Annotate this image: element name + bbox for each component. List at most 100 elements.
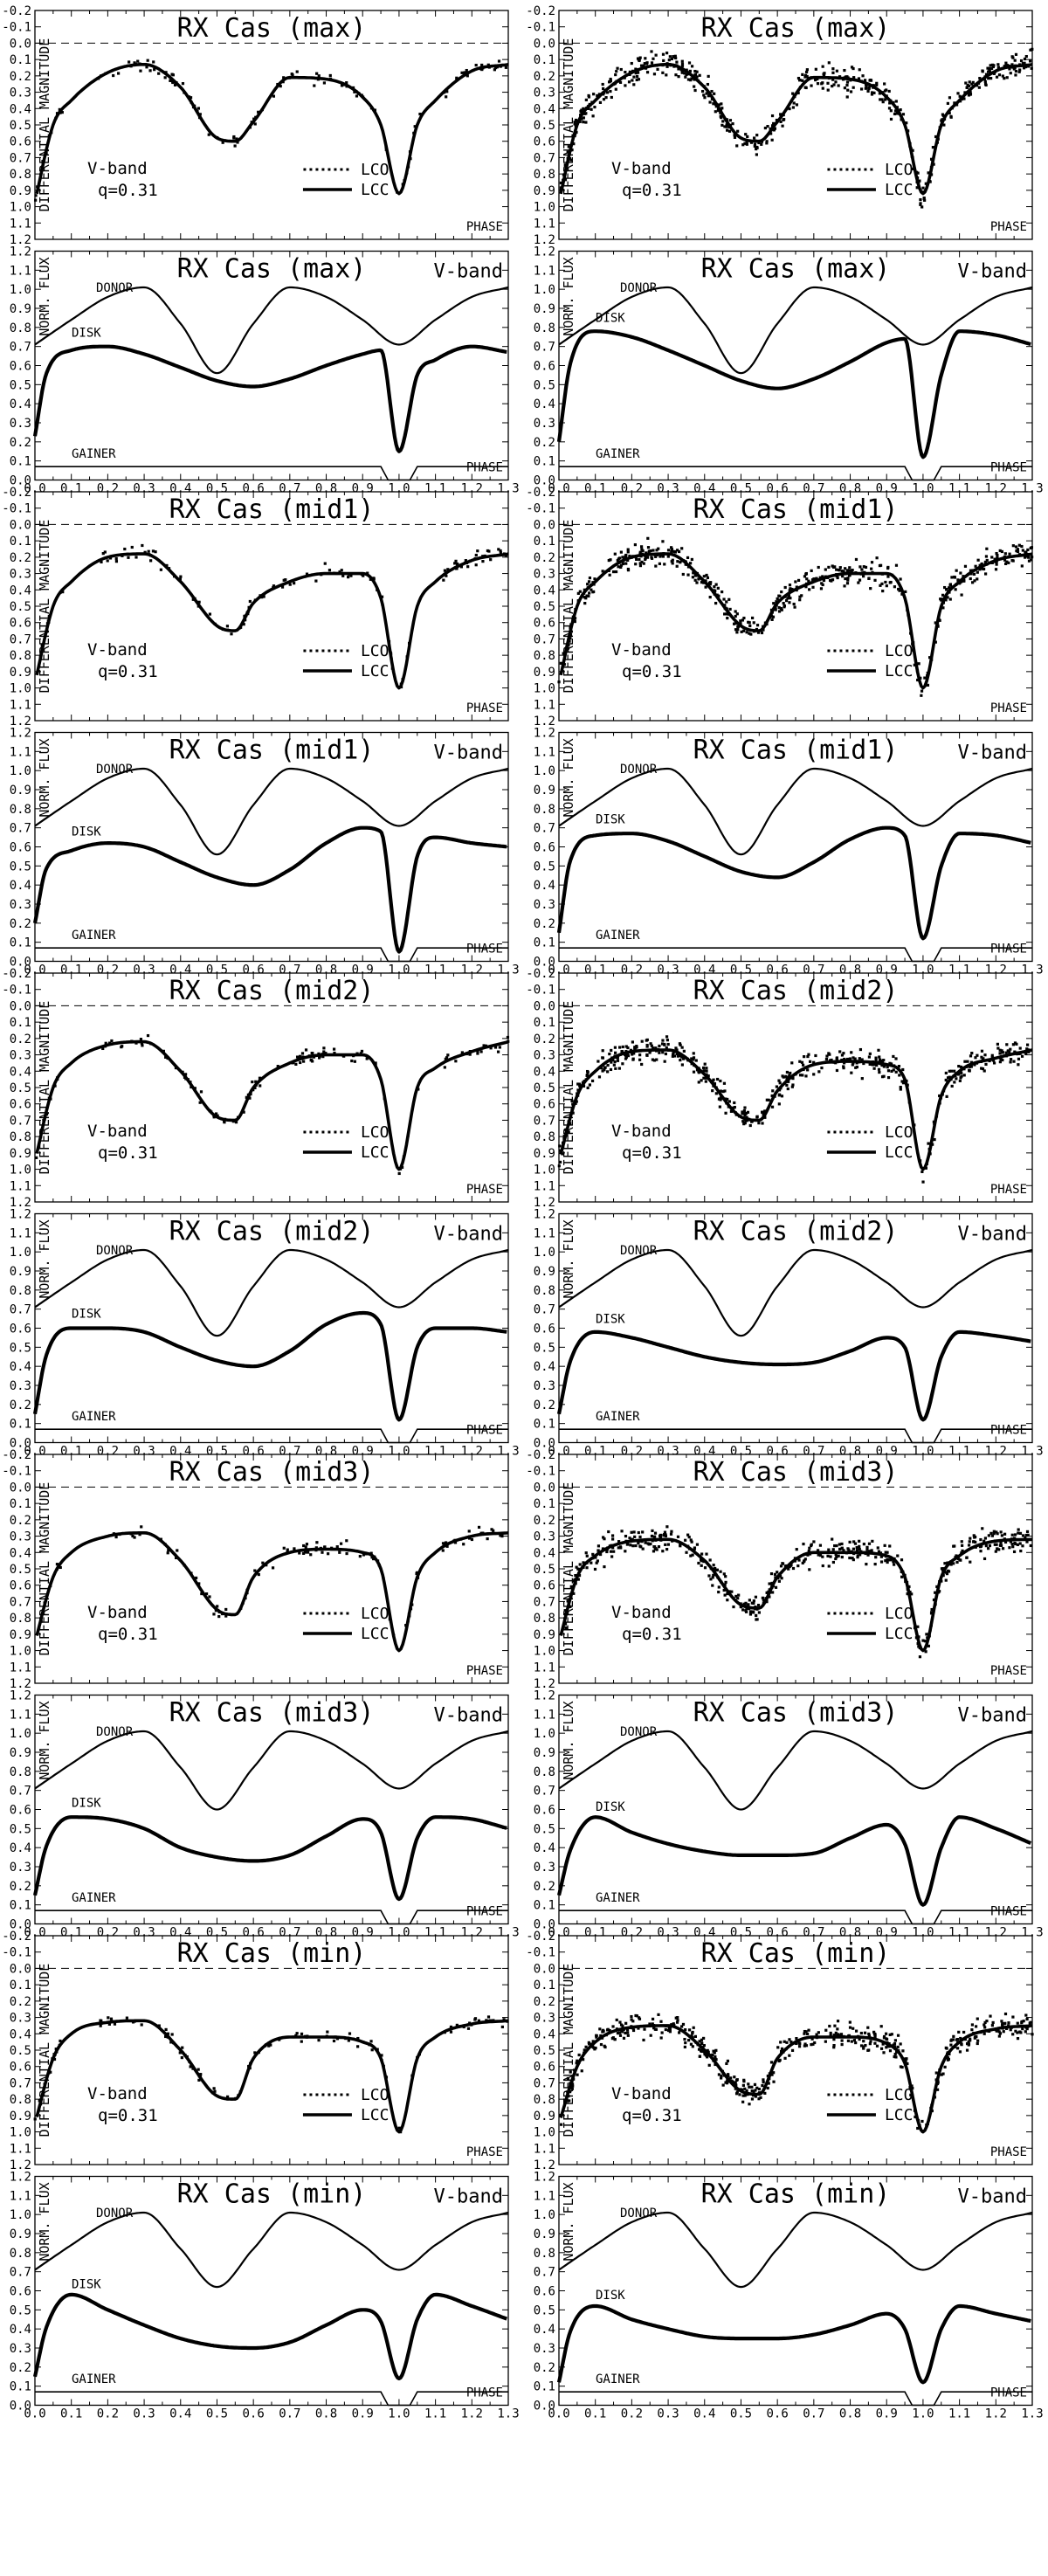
lco-point — [700, 89, 705, 93]
lco-point — [196, 604, 200, 608]
y-tick-label: 0.8 — [534, 168, 555, 182]
lco-point — [927, 1147, 931, 1151]
lco-point — [609, 1067, 613, 1072]
lco-point — [836, 2020, 840, 2023]
lco-point — [918, 1646, 921, 1650]
lco-point — [749, 1610, 753, 1613]
lco-point — [166, 1056, 169, 1060]
lco-point — [725, 128, 729, 132]
disk-label: DISK — [72, 327, 101, 341]
lco-point — [773, 1572, 777, 1576]
lco-point — [56, 1077, 59, 1081]
lco-point — [655, 64, 658, 67]
lco-point — [848, 2020, 852, 2024]
lco-point — [1025, 1043, 1030, 1046]
lco-point — [654, 53, 658, 57]
lco-point — [626, 1054, 631, 1058]
lco-point — [761, 1596, 764, 1599]
lco-point — [563, 163, 567, 167]
lco-point — [46, 619, 50, 623]
lco-point — [58, 2043, 61, 2047]
lco-point — [840, 1547, 844, 1550]
lco-point — [824, 2040, 827, 2043]
lco-point — [770, 1094, 774, 1098]
lco-point — [739, 619, 742, 623]
lco-point — [38, 2099, 41, 2103]
lco-point — [934, 145, 937, 149]
lco-point — [923, 198, 927, 202]
lco-point — [724, 1580, 727, 1584]
lco-point — [193, 104, 196, 107]
y-tick-label: 1.2 — [534, 245, 555, 259]
v-band-label: V-band — [434, 742, 503, 764]
lco-point — [714, 2048, 718, 2052]
lco-point — [858, 1551, 862, 1555]
lco-point — [954, 1074, 957, 1078]
lco-point — [868, 1052, 872, 1055]
lco-point — [473, 556, 477, 561]
series-disk-curve — [556, 825, 1031, 941]
lco-point — [674, 73, 678, 77]
lco-point — [1003, 65, 1006, 68]
lco-point — [163, 76, 167, 79]
lco-point — [340, 569, 343, 572]
lco-point — [208, 612, 212, 616]
lco-point — [886, 1075, 891, 1080]
y-tick-label: 0.4 — [534, 1841, 555, 1855]
lco-point — [985, 547, 989, 550]
lco-point — [638, 553, 642, 556]
lco-point — [576, 121, 579, 125]
legend-lco-marker — [328, 168, 331, 171]
y-tick-label: 1.0 — [10, 682, 31, 696]
lco-point — [446, 1053, 450, 1057]
lco-point — [569, 623, 573, 626]
lco-point — [578, 1563, 582, 1566]
lco-point — [960, 1074, 963, 1078]
lco-point — [712, 102, 715, 106]
lco-point — [633, 542, 637, 547]
lco-point — [313, 84, 316, 87]
legend-lco-marker — [328, 649, 331, 653]
lco-point — [641, 549, 645, 553]
lco-point — [312, 1055, 316, 1059]
lco-point — [134, 556, 138, 559]
lco-point — [658, 1044, 661, 1048]
lco-point — [405, 655, 409, 659]
mass-ratio-label: q=0.31 — [98, 2106, 158, 2125]
lco-point — [658, 1051, 661, 1054]
lco-point — [1012, 1550, 1017, 1554]
lco-point — [793, 1557, 797, 1560]
lco-point — [175, 80, 178, 85]
y-axis-label: DIFFERENTIAL MAGNITUDE — [37, 520, 52, 694]
lco-point — [849, 90, 853, 93]
lco-point — [368, 2043, 371, 2047]
lco-point — [990, 1055, 994, 1059]
lco-point — [880, 98, 884, 101]
y-tick-label: 0.2 — [10, 551, 31, 565]
lco-point — [1007, 65, 1011, 68]
lco-point — [265, 1564, 268, 1567]
lco-point — [697, 1071, 700, 1074]
lco-point — [654, 564, 658, 568]
lco-point — [716, 1576, 720, 1579]
lco-point — [489, 558, 493, 562]
lco-point — [885, 2032, 888, 2035]
lco-point — [643, 62, 646, 66]
lco-point — [778, 598, 782, 602]
lco-point — [624, 1550, 627, 1553]
lco-point — [989, 1058, 993, 1061]
lco-point — [751, 616, 755, 620]
lco-point — [594, 1556, 597, 1559]
lco-point — [745, 142, 748, 146]
lco-point — [941, 1568, 945, 1572]
lco-point — [663, 563, 666, 566]
lco-point — [941, 593, 945, 597]
lco-point — [746, 1110, 750, 1114]
lco-point — [652, 1059, 656, 1062]
lco-point — [825, 1550, 829, 1554]
lco-point — [996, 553, 999, 557]
lco-point — [749, 632, 753, 636]
lco-point — [341, 1054, 345, 1058]
lco-point — [484, 1044, 488, 1047]
lco-point — [413, 125, 417, 128]
